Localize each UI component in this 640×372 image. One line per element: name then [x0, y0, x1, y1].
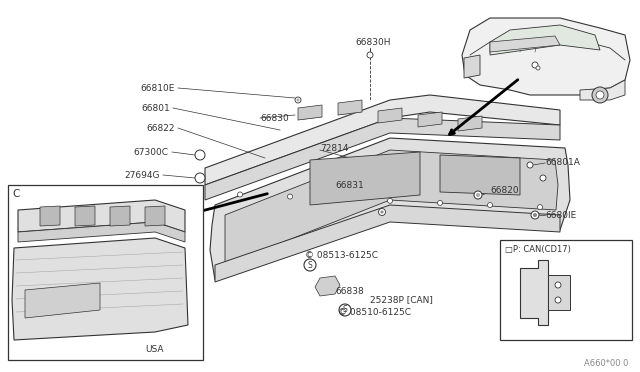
Circle shape: [555, 297, 561, 303]
Polygon shape: [18, 200, 185, 232]
Text: 66830H: 66830H: [355, 38, 390, 47]
Circle shape: [533, 213, 537, 217]
Polygon shape: [18, 222, 185, 242]
Polygon shape: [225, 150, 558, 265]
Circle shape: [195, 150, 205, 160]
Text: 66830: 66830: [260, 113, 289, 122]
Circle shape: [527, 162, 533, 168]
Bar: [8, 185, 203, 360]
Text: 66820: 66820: [490, 186, 518, 195]
Circle shape: [378, 208, 385, 215]
Circle shape: [287, 194, 292, 199]
Text: 66801A: 66801A: [545, 157, 580, 167]
Circle shape: [488, 202, 493, 208]
Text: S: S: [308, 260, 312, 269]
Polygon shape: [315, 276, 340, 296]
Text: C: C: [12, 189, 19, 199]
Text: 66831: 66831: [145, 231, 173, 240]
Circle shape: [339, 304, 351, 316]
Text: S: S: [342, 305, 348, 314]
Circle shape: [304, 259, 316, 271]
Circle shape: [476, 193, 480, 197]
Text: 66830: 66830: [145, 208, 173, 218]
Circle shape: [296, 99, 300, 102]
Text: □P: CAN(CD17): □P: CAN(CD17): [505, 245, 571, 254]
Text: A660*00 0: A660*00 0: [584, 359, 628, 368]
Polygon shape: [310, 152, 420, 205]
Circle shape: [237, 192, 243, 197]
Text: 72814: 72814: [320, 144, 349, 153]
Circle shape: [538, 205, 543, 210]
Circle shape: [531, 211, 539, 219]
Polygon shape: [338, 100, 362, 115]
Polygon shape: [205, 95, 560, 185]
Polygon shape: [205, 118, 560, 200]
Polygon shape: [25, 283, 100, 318]
Polygon shape: [298, 105, 322, 120]
Text: 66801: 66801: [60, 345, 89, 354]
Polygon shape: [580, 80, 625, 100]
Circle shape: [367, 52, 373, 58]
Polygon shape: [12, 238, 188, 340]
Text: 66838: 66838: [335, 288, 364, 296]
Circle shape: [295, 97, 301, 103]
Text: 66822: 66822: [147, 124, 175, 132]
Polygon shape: [464, 55, 480, 78]
Circle shape: [438, 201, 442, 205]
Circle shape: [592, 87, 608, 103]
Polygon shape: [40, 206, 60, 226]
Polygon shape: [110, 206, 130, 226]
Text: 66810E: 66810E: [141, 83, 175, 93]
Polygon shape: [210, 138, 570, 280]
Polygon shape: [462, 18, 630, 95]
Polygon shape: [75, 206, 95, 226]
Circle shape: [474, 191, 482, 199]
Text: 27694G: 27694G: [125, 170, 160, 180]
Circle shape: [555, 282, 561, 288]
Circle shape: [596, 91, 604, 99]
Text: 16419Q: 16419Q: [508, 291, 543, 299]
Circle shape: [540, 175, 546, 181]
Text: 67300C: 67300C: [133, 148, 168, 157]
Text: 6680IE: 6680IE: [545, 211, 576, 219]
Polygon shape: [440, 155, 520, 195]
Polygon shape: [418, 112, 442, 127]
Circle shape: [337, 196, 342, 201]
Polygon shape: [490, 25, 600, 55]
Polygon shape: [378, 108, 402, 123]
Text: 25238P [CAN]: 25238P [CAN]: [370, 295, 433, 305]
Polygon shape: [145, 206, 165, 226]
Polygon shape: [520, 260, 548, 325]
Circle shape: [536, 66, 540, 70]
Circle shape: [381, 211, 383, 214]
Text: 66801: 66801: [141, 103, 170, 112]
Circle shape: [387, 198, 392, 203]
Polygon shape: [458, 116, 482, 131]
Text: USA: USA: [146, 345, 164, 354]
Text: 66831: 66831: [335, 180, 364, 189]
Text: © 08513-6125C: © 08513-6125C: [305, 251, 378, 260]
Text: © 08510-6125C: © 08510-6125C: [338, 308, 411, 317]
Bar: [500, 240, 632, 340]
Polygon shape: [490, 36, 560, 52]
Polygon shape: [548, 275, 570, 310]
Circle shape: [195, 173, 205, 183]
Circle shape: [532, 62, 538, 68]
Polygon shape: [215, 205, 560, 282]
